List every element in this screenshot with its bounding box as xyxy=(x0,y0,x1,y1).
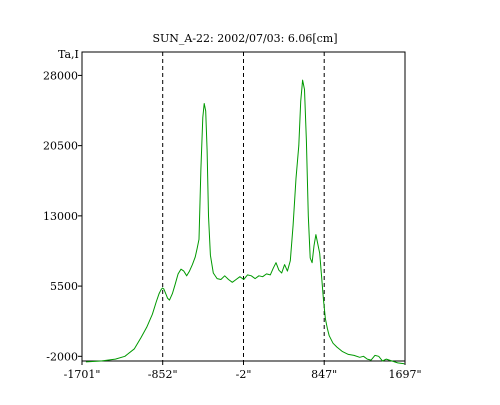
x-tick-label-1: -852" xyxy=(148,368,178,381)
y-axis-ticks: -2000 5500 13000 20500 28000 xyxy=(43,69,82,363)
chart-title: SUN_A-22: 2002/07/03: 6.06[cm] xyxy=(152,32,337,45)
x-tick-label-2: -2" xyxy=(236,368,252,381)
y-tick-label-2: 13000 xyxy=(43,210,78,223)
y-tick-label-1: 5500 xyxy=(50,280,78,293)
series-group xyxy=(85,79,405,365)
x-tick-label-4: 1697" xyxy=(388,368,421,381)
series-line-0 xyxy=(85,79,405,365)
y-axis-label: Ta,I xyxy=(58,48,79,61)
y-tick-label-3: 20500 xyxy=(43,140,78,153)
x-tick-label-3: 847" xyxy=(311,368,337,381)
x-axis-ticks: -1701" -852" -2" 847" 1697" xyxy=(64,361,422,381)
y-tick-label-4: 28000 xyxy=(43,69,78,82)
y-tick-label-0: -2000 xyxy=(46,350,78,363)
x-tick-label-0: -1701" xyxy=(64,368,101,381)
reference-lines xyxy=(162,52,325,361)
